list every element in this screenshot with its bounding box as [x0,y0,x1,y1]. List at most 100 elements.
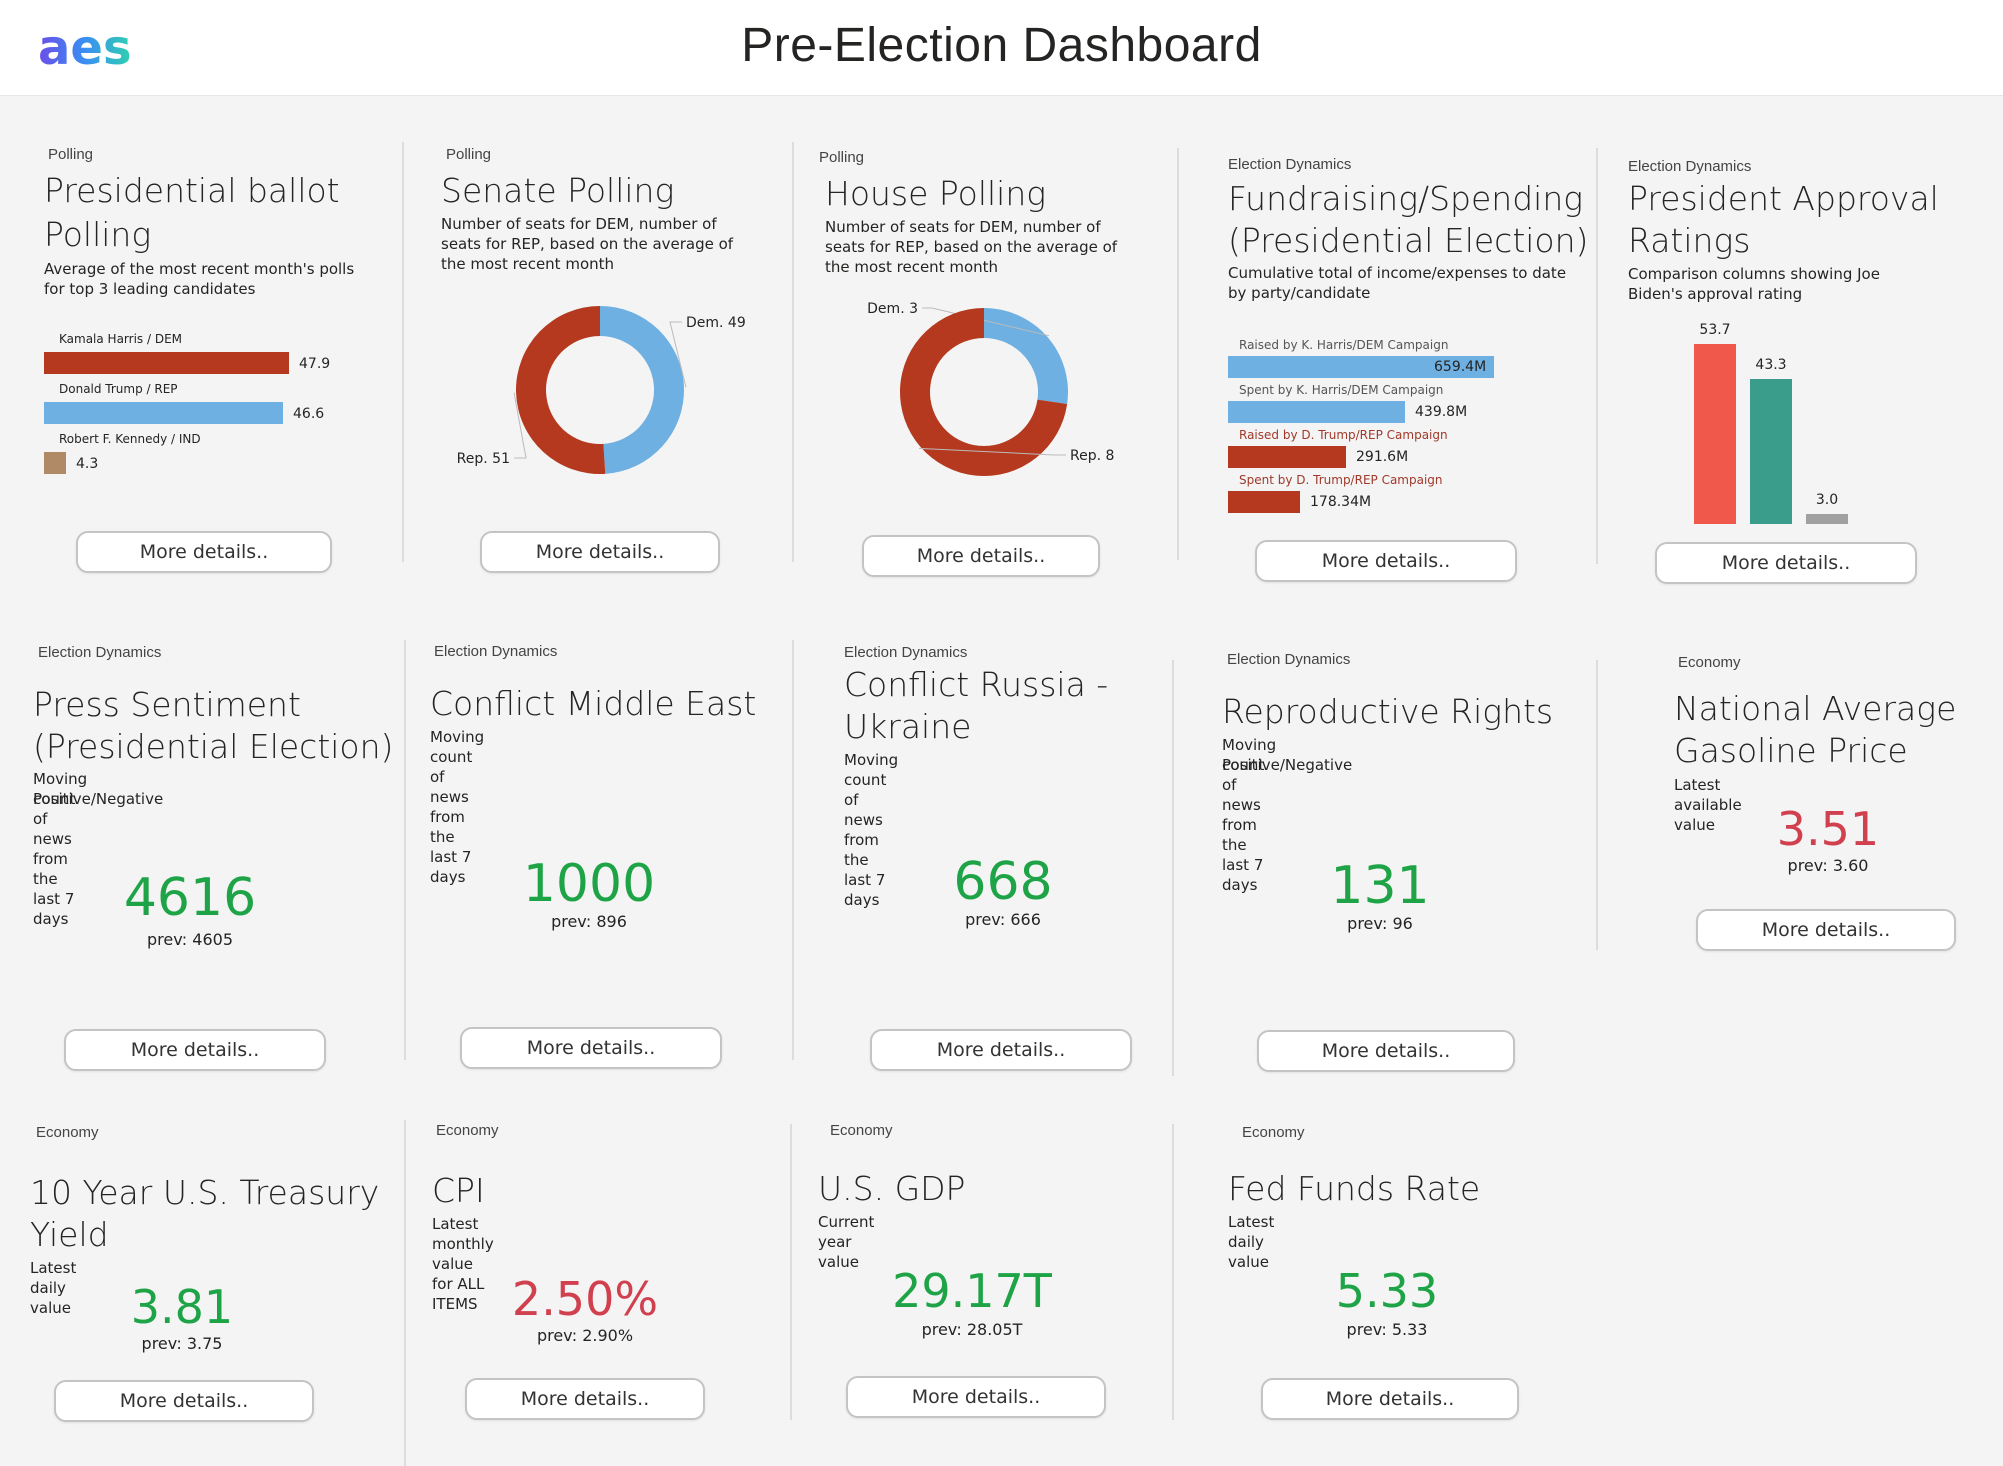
bar-category-label: Robert F. Kennedy / IND [59,432,201,446]
divider [1172,660,1174,1076]
more-details-button[interactable]: More details.. [1261,1378,1519,1420]
bar-category-label: Donald Trump / REP [59,382,178,396]
page-title: Pre-Election Dashboard [741,19,1262,72]
column-value-label: 3.0 [1816,492,1838,508]
bar-value-label: 439.8M [1415,404,1468,420]
tile-title: Reproductive Rights [1222,692,1554,731]
bar-value-label: 178.34M [1310,494,1372,510]
more-details-button[interactable]: More details.. [1255,540,1517,582]
tile-description: Number of seats for DEM, number of seats… [441,215,734,273]
tile-description: Comparison columns showing Joe Biden's a… [1628,265,1880,303]
bar-category-label: Raised by K. Harris/DEM Campaign [1239,338,1449,352]
more-details-button[interactable]: More details.. [1696,909,1956,951]
divider [404,1120,406,1466]
divider [1596,660,1598,950]
more-details-button[interactable]: More details.. [64,1029,326,1071]
bar-value-label: 291.6M [1356,449,1409,465]
more-details-button[interactable]: More details.. [465,1378,705,1420]
tile-description: Moving count of news from the last 7 day… [430,728,485,886]
more-details-button[interactable]: More details.. [460,1027,722,1069]
more-details-button[interactable]: More details.. [54,1380,314,1422]
tile-category: Polling [446,146,492,163]
kpi-previous: prev: 3.75 [141,1334,223,1353]
tile-description: Latest daily value [1228,1213,1275,1271]
tile-title: Ukraine [844,707,972,746]
svg-text:aes: aes [38,20,132,76]
tile-title: Polling [44,215,152,254]
tile-title: Press Sentiment [33,685,301,724]
kpi-value: 4616 [123,868,257,928]
tile-description: Positive/Negative [33,790,164,808]
kpi-previous: prev: 666 [965,910,1041,929]
tile-description: Moving count of news from the last 7 day… [33,770,88,928]
donut-slice [516,306,606,474]
tile-description: Latest monthly value for ALL ITEMS [432,1215,494,1313]
kpi-value: 5.33 [1335,1264,1439,1318]
kpi-previous: prev: 896 [551,912,627,931]
tile-category: Election Dynamics [434,643,558,660]
approval-column-chart: 53.7 43.3 3.0 [1694,322,1848,524]
bar [1228,401,1405,423]
column-value-label: 43.3 [1755,357,1786,373]
more-details-button[interactable]: More details.. [480,531,720,573]
divider [790,1124,792,1420]
header-bar: aes Pre-Election Dashboard [0,0,2003,96]
kpi-value: 3.51 [1776,802,1880,856]
tile-category: Economy [36,1124,99,1141]
divider [792,142,794,562]
tile-description: Cumulative total of income/expenses to d… [1228,264,1567,302]
tile-title: Conflict Russia - [844,665,1109,704]
more-details-button[interactable]: More details.. [76,531,332,573]
kpi-value: 131 [1330,856,1430,916]
tile-title: House Polling [825,174,1047,213]
donut-slice-label: Dem. 49 [686,315,746,331]
more-details-button[interactable]: More details.. [1655,542,1917,584]
tile-description: Positive/Negative [1222,756,1353,774]
tile-category: Polling [819,149,865,166]
donut-slice [900,308,1068,476]
house-donut-chart: Dem. 3 Rep. 8 [867,301,1114,476]
tile-title: Ratings [1628,221,1751,260]
donut-leader-line [513,392,527,459]
more-details-button[interactable]: More details.. [870,1029,1132,1071]
bar-value-label: 4.3 [76,456,99,472]
tile-category: Election Dynamics [1628,158,1752,175]
kpi-value: 3.81 [130,1280,234,1334]
tile-title: President Approval [1628,179,1939,218]
senate-donut-chart: Dem. 49 Rep. 51 [457,306,746,474]
tile-description: Latest daily value [30,1259,77,1317]
tile-title: 10 Year U.S. Treasury [30,1173,380,1212]
tile-title: U.S. GDP [818,1169,966,1208]
kpi-previous: prev: 5.33 [1346,1320,1428,1339]
bar-value-label: 46.6 [293,406,325,422]
tile-title: National Average [1674,689,1957,728]
divider [1177,148,1179,560]
tile-category: Election Dynamics [844,644,968,661]
tile-category: Election Dynamics [1227,651,1351,668]
tile-title: Conflict Middle East [430,684,757,723]
kpi-value: 29.17T [892,1264,1052,1318]
more-details-button[interactable]: More details.. [1257,1030,1515,1072]
bar-category-label: Spent by D. Trump/REP Campaign [1239,473,1443,487]
donut-slice-label: Rep. 51 [457,451,510,467]
donut-slice-label: Dem. 3 [867,301,918,317]
more-details-button[interactable]: More details.. [846,1376,1106,1418]
donut-leader-line [918,447,1066,456]
donut-leader-line [922,307,1050,337]
tile-description: Moving count of news from the last 7 day… [1222,736,1277,894]
bar-category-label: Spent by K. Harris/DEM Campaign [1239,383,1444,397]
divider [1172,1124,1174,1420]
bar [1228,446,1346,468]
bar-value-label: 47.9 [299,356,331,372]
tile-description: Number of seats for DEM, number of seats… [825,218,1118,276]
donut-leader-line [669,321,687,388]
divider [1596,148,1598,564]
tile-title: Fundraising/Spending [1228,179,1584,218]
kpi-previous: prev: 28.05T [921,1320,1023,1339]
more-details-button[interactable]: More details.. [862,535,1100,577]
divider [404,640,406,1060]
kpi-previous: prev: 96 [1347,914,1413,933]
kpi-value: 2.50% [511,1272,659,1326]
tile-title: (Presidential Election) [1228,221,1589,260]
bar [44,352,289,374]
